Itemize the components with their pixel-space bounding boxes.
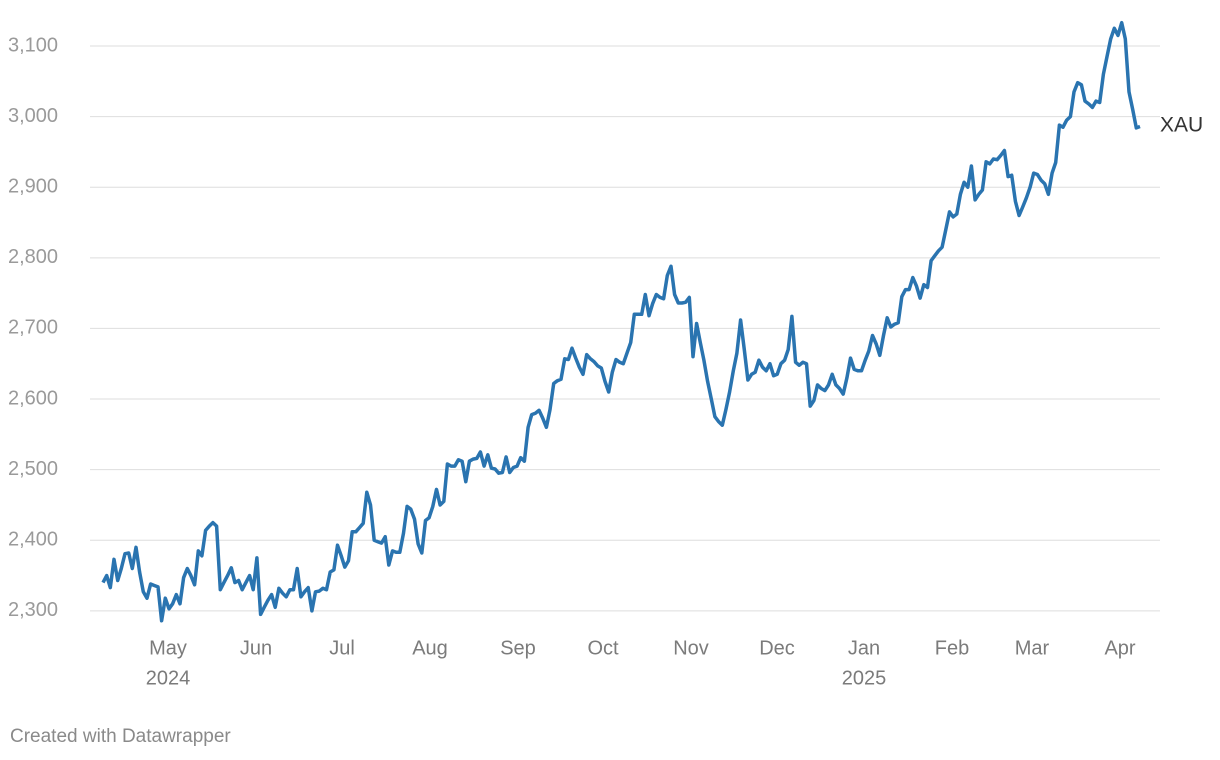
y-tick-label: 3,100 — [8, 34, 58, 56]
x-tick-label: Aug — [412, 637, 448, 659]
x-tick-label: Dec — [759, 637, 795, 659]
x-tick-label: Feb — [935, 637, 969, 659]
y-tick-label: 2,900 — [8, 175, 58, 197]
y-tick-label: 2,300 — [8, 599, 58, 621]
y-tick-label: 3,000 — [8, 105, 58, 127]
y-tick-label: 2,400 — [8, 529, 58, 551]
x-tick-label: Jun — [240, 637, 272, 659]
line — [101, 20, 1141, 623]
series-label: XAU — [1160, 114, 1203, 137]
y-tick-label: 2,600 — [8, 387, 58, 409]
x-tick-label: Nov — [673, 637, 709, 659]
x-tick-label: Jan — [848, 637, 880, 659]
x-tick-label: May — [149, 637, 187, 659]
x-tick-label: Jul — [329, 637, 355, 659]
y-tick-label: 2,500 — [8, 458, 58, 480]
x-tick-label: Sep — [500, 637, 536, 659]
y-tick-label: 2,800 — [8, 246, 58, 268]
y-tick-label: 2,700 — [8, 317, 58, 339]
x-year-label: 2024 — [146, 667, 191, 689]
footer: Created with Datawrapper — [10, 726, 231, 747]
x-tick-label: Oct — [587, 637, 619, 659]
x-year-label: 2025 — [842, 667, 887, 689]
x-tick-label: Mar — [1015, 637, 1050, 659]
x-tick-label: Apr — [1104, 637, 1135, 659]
